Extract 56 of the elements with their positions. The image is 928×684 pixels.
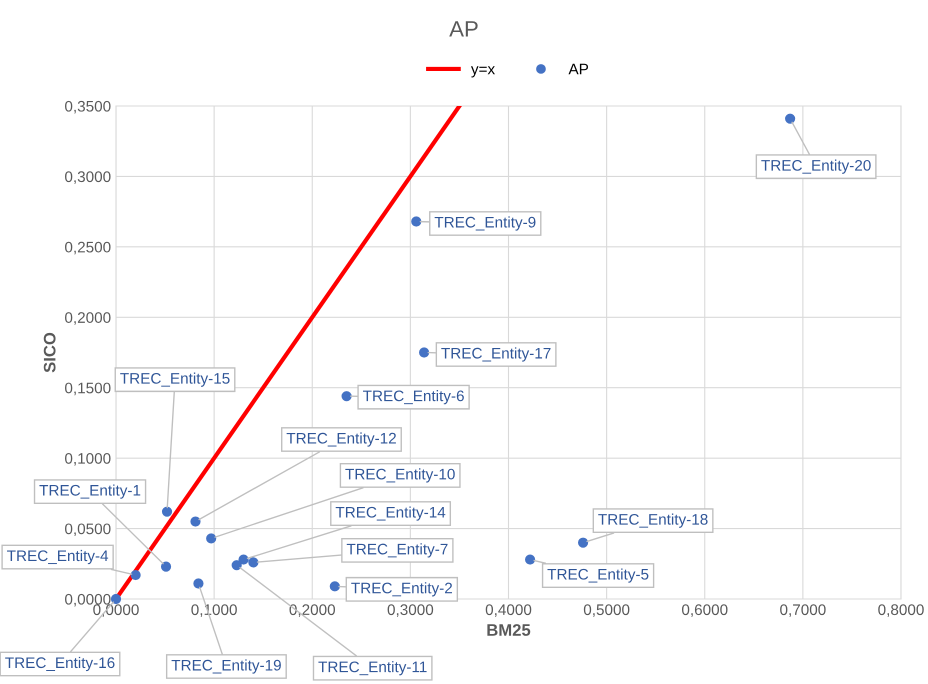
- point: [232, 560, 242, 570]
- y-tick-label: 0,0500: [65, 523, 111, 536]
- x-tick-label: 0,1000: [191, 604, 237, 617]
- annotation: TREC_Entity-7: [346, 543, 448, 558]
- y-tick-label: 0,3000: [65, 171, 111, 184]
- annotation: TREC_Entity-10: [345, 468, 455, 483]
- point: [330, 581, 340, 592]
- annotation: TREC_Entity-11: [318, 661, 427, 676]
- annotation: TREC_Entity-5: [547, 568, 648, 583]
- point: [525, 554, 536, 565]
- y-tick-label: 0,1000: [65, 453, 111, 466]
- x-tick-label: 0,0000: [93, 604, 139, 617]
- y-axis-title: SICO: [44, 332, 56, 372]
- point: [419, 347, 430, 358]
- legend-label: y=x: [470, 66, 495, 78]
- legend-label: AP: [568, 64, 588, 74]
- x-tick-label: 0,4000: [486, 604, 532, 617]
- chart-title: AP: [449, 21, 478, 37]
- point: [785, 114, 796, 124]
- annotation: TREC_Entity-2: [351, 582, 452, 596]
- annotation: TREC_Entity-12: [286, 432, 396, 447]
- x-tick-label: 0,3000: [388, 604, 434, 617]
- y-tick-label: 0,2000: [65, 312, 111, 325]
- point: [206, 533, 216, 544]
- point: [160, 562, 172, 572]
- point: [110, 594, 122, 604]
- point: [248, 557, 258, 568]
- point: [411, 216, 422, 227]
- annotation: TREC_Entity-16: [5, 656, 115, 672]
- x-tick-label: 0,7000: [780, 604, 826, 617]
- point: [130, 570, 141, 580]
- y-tick-label: 0,1500: [65, 382, 111, 396]
- annotation: TREC_Entity-19: [172, 659, 281, 674]
- annotation: TREC_Entity-1: [39, 484, 140, 499]
- point: [578, 538, 588, 548]
- annotation: TREC_Entity-6: [363, 390, 464, 404]
- annotation: TREC_Entity-18: [598, 514, 708, 528]
- point: [193, 578, 204, 589]
- annotation: TREC_Entity-20: [761, 160, 871, 174]
- annotation: TREC_Entity-14: [336, 506, 446, 521]
- point: [342, 391, 352, 402]
- x-tick-label: 0,2000: [289, 604, 336, 617]
- x-tick-label: 0,5000: [584, 604, 630, 617]
- x-tick-label: 0,6000: [682, 604, 728, 617]
- x-tick-label: 0,8000: [878, 604, 924, 617]
- point: [238, 554, 249, 565]
- y-tick-label: 0,0000: [65, 594, 111, 606]
- point: [190, 516, 201, 527]
- y-tick-label: 0,2500: [65, 242, 111, 254]
- y-tick-label: 0,3500: [65, 100, 111, 114]
- annotation: TREC_Entity-17: [441, 347, 551, 362]
- annotation: TREC_Entity-4: [7, 550, 108, 564]
- point: [162, 506, 172, 517]
- annotation: TREC_Entity-15: [120, 372, 230, 387]
- x-axis-title: BM25: [487, 624, 530, 636]
- annotation: TREC_Entity-9: [434, 216, 536, 231]
